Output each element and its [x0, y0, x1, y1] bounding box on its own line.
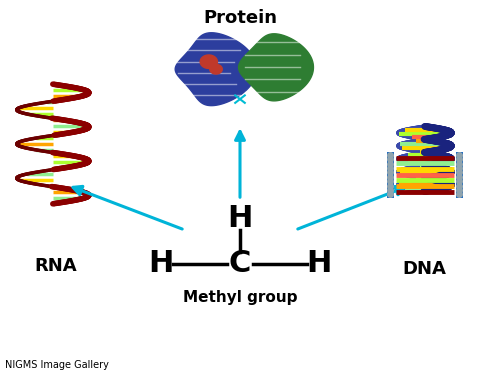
Text: H: H — [307, 249, 332, 278]
Text: NIGMS Image Gallery: NIGMS Image Gallery — [5, 360, 108, 370]
Polygon shape — [175, 33, 257, 105]
Text: Methyl group: Methyl group — [183, 290, 297, 305]
Polygon shape — [200, 55, 217, 68]
Polygon shape — [239, 34, 313, 101]
Text: H: H — [228, 204, 252, 233]
Polygon shape — [210, 64, 222, 74]
Text: RNA: RNA — [34, 257, 76, 275]
Text: DNA: DNA — [403, 260, 447, 278]
Text: H: H — [148, 249, 173, 278]
Text: C: C — [229, 249, 251, 278]
Text: Protein: Protein — [203, 9, 277, 27]
